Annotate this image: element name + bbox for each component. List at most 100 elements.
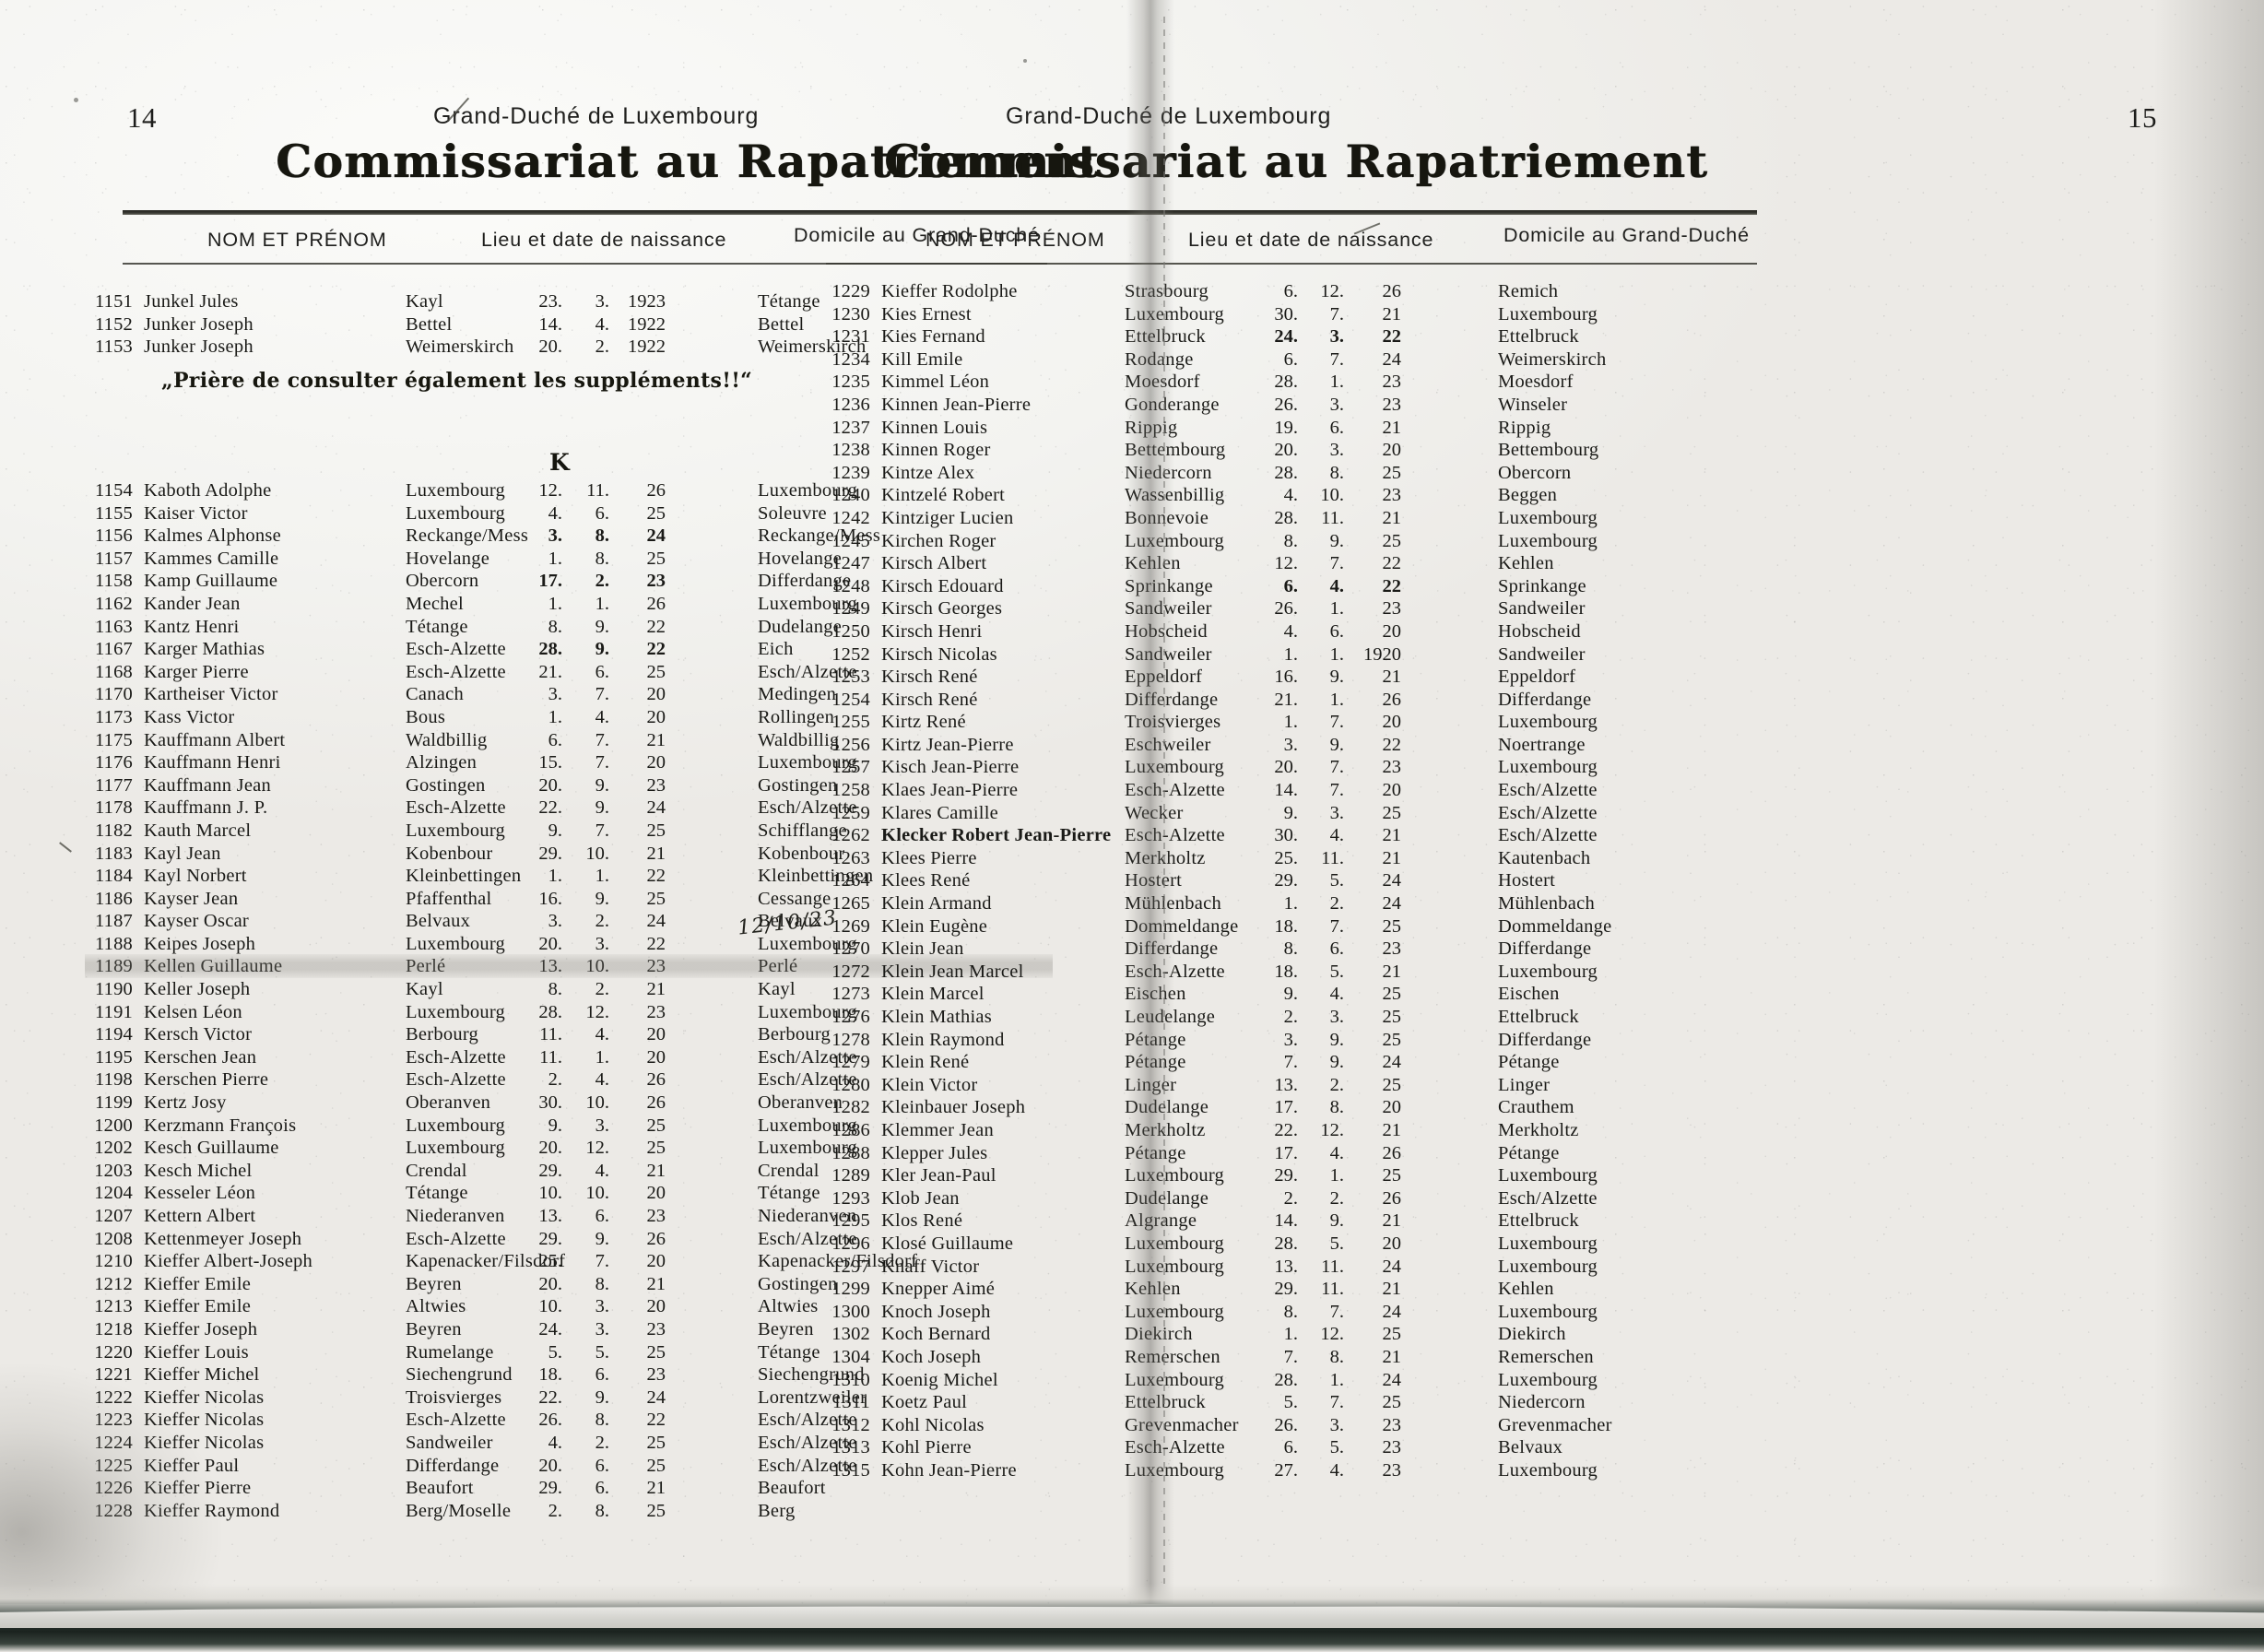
table-row[interactable]: 1230 Kies Ernest Luxembourg 30. 7. 21 Luxembou… [831,304,2264,327]
table-row[interactable]: 1312 Kohl Nicolas Grevenmacher 26. 3. 23 Greve… [831,1415,2264,1438]
table-row[interactable]: 1289 Kler Jean-Paul Luxembourg 29. 1. 25 Luxem… [831,1165,2264,1188]
table-row[interactable]: 1242 Kintziger Lucien Bonnevoie 28. 11. 21 Lux… [831,508,2264,531]
table-row[interactable]: 1183 Kayl Jean Kobenbour 29. 10. 21 Kobenbour [0,844,1143,867]
table-row[interactable]: 1257 Kisch Jean-Pierre Luxembourg 20. 7. 23 Lu… [831,757,2264,780]
table-row[interactable]: 1176 Kauffmann Henri Alzingen 15. 7. 20 Luxemb… [0,752,1143,775]
table-row[interactable]: 1204 Kesseler Léon Tétange 10. 10. 20 Tétange [0,1183,1143,1206]
table-row[interactable]: 1273 Klein Marcel Eischen 9. 4. 25 Eischen [831,984,2264,1007]
table-row[interactable]: 1280 Klein Victor Linger 13. 2. 25 Linger [831,1075,2264,1098]
table-row[interactable]: 1224 Kieffer Nicolas Sandweiler 4. 2. 25 Esch/… [0,1433,1143,1456]
table-row[interactable]: 1258 Klaes Jean-Pierre Esch-Alzette 14. 7. 20… [831,780,2264,803]
table-row[interactable]: 1212 Kieffer Emile Beyren 20. 8. 21 Gostingen [0,1274,1143,1297]
table-row[interactable]: 1247 Kirsch Albert Kehlen 12. 7. 22 Kehlen [831,553,2264,576]
table-row[interactable]: 1231 Kies Fernand Ettelbruck 24. 3. 22 Ettelbr… [831,326,2264,349]
table-row[interactable]: 1168 Karger Pierre Esch-Alzette 21. 6. 25 Esch… [0,662,1143,685]
table-row[interactable]: 1300 Knoch Joseph Luxembourg 8. 7. 24 Luxembou… [831,1302,2264,1325]
table-row[interactable]: 1286 Klemmer Jean Merkholtz 22. 12. 21 Merkhol… [831,1120,2264,1143]
table-row[interactable]: 1249 Kirsch Georges Sandweiler 26. 1. 23 Sandw… [831,598,2264,621]
table-row[interactable]: 1163 Kantz Henri Tétange 8. 9. 22 Dudelange [0,617,1143,640]
table-row[interactable]: 1255 Kirtz René Troisvierges 1. 7. 20 Luxembou… [831,712,2264,735]
table-row[interactable]: 1248 Kirsch Edouard Sprinkange 6. 4. 22 Sprink… [831,576,2264,599]
table-row[interactable]: 1228 Kieffer Raymond Berg/Moselle 2. 8. 25 Ber… [0,1501,1143,1524]
table-row[interactable]: 1229 Kieffer Rodolphe Strasbourg 6. 12. 26 Rem… [831,281,2264,304]
table-row[interactable]: 1263 Klees Pierre Merkholtz 25. 11. 21 Kautenb… [831,848,2264,871]
table-row[interactable]: 1315 Kohn Jean-Pierre Luxembourg 27. 4. 23 Lux… [831,1460,2264,1483]
table-row[interactable]: 1313 Kohl Pierre Esch-Alzette 6. 5. 23 Belvaux [831,1437,2264,1460]
table-row[interactable]: 1278 Klein Raymond Pétange 3. 9. 25 Differdang… [831,1030,2264,1053]
table-row[interactable]: 1207 Kettern Albert Niederanven 13. 6. 23 Nied… [0,1206,1143,1229]
table-row[interactable]: 1293 Klob Jean Dudelange 2. 2. 26 Esch/Alzette [831,1188,2264,1211]
table-row[interactable]: 1213 Kieffer Emile Altwies 10. 3. 20 Altwies [0,1296,1143,1319]
table-row[interactable]: 1191 Kelsen Léon Luxembourg 28. 12. 23 Luxembo… [0,1002,1143,1025]
table-row[interactable]: 1200 Kerzmann François Luxembourg 9. 3. 25 Lux… [0,1115,1143,1139]
table-row[interactable]: 1259 Klares Camille Wecker 9. 3. 25 Esch/Alzet… [831,803,2264,826]
table-row[interactable]: 1302 Koch Bernard Diekirch 1. 12. 25 Diekirch [831,1324,2264,1347]
table-row[interactable]: 1225 Kieffer Paul Differdange 20. 6. 25 Esch/A… [0,1456,1143,1479]
table-row[interactable]: 1177 Kauffmann Jean Gostingen 20. 9. 23 Gostin… [0,775,1143,798]
table-row[interactable]: 1288 Klepper Jules Pétange 17. 4. 26 Pétange [831,1143,2264,1166]
table-row[interactable]: 1245 Kirchen Roger Luxembourg 8. 9. 25 Luxembo… [831,531,2264,554]
table-row[interactable]: 1282 Kleinbauer Joseph Dudelange 17. 8. 20 Cra… [831,1097,2264,1120]
table-row[interactable]: 1170 Kartheiser Victor Canach 3. 7. 20 Medinge… [0,684,1143,707]
table-row[interactable]: 1199 Kertz Josy Oberanven 30. 10. 26 Oberanven [0,1092,1143,1115]
table-row[interactable]: 1295 Klos René Algrange 14. 9. 21 Ettelbruck [831,1210,2264,1233]
table-row[interactable]: 1270 Klein Jean Differdange 8. 6. 23 Differdan… [831,938,2264,962]
table-row[interactable]: 1175 Kauffmann Albert Waldbillig 6. 7. 21 Wald… [0,730,1143,753]
table-row[interactable]: 1220 Kieffer Louis Rumelange 5. 5. 25 Tétange [0,1342,1143,1365]
table-row[interactable]: 1208 Kettenmeyer Joseph Esch-Alzette 29. 9. 2… [0,1229,1143,1252]
table-row[interactable]: 1235 Kimmel Léon Moesdorf 28. 1. 23 Moesdorf [831,372,2264,395]
table-row[interactable]: 1152 Junker Joseph Bettel 14. 4. 1922 Bettel [0,314,1143,337]
table-row[interactable]: 1162 Kander Jean Mechel 1. 1. 26 Luxembourg [0,594,1143,617]
table-row[interactable]: 1210 Kieffer Albert-Joseph Kapenacker/Fils… [0,1251,1143,1274]
table-row[interactable]: 1236 Kinnen Jean-Pierre Gonderange 26. 3. 23 W… [831,395,2264,418]
table-row[interactable]: 1262 Klecker Robert Jean-Pierre Esch-Alzet… [831,825,2264,848]
table-row[interactable]: 1158 Kamp Guillaume Obercorn 17. 2. 23 Differd… [0,571,1143,594]
table-row[interactable]: 1198 Kerschen Pierre Esch-Alzette 2. 4. 26 Esc… [0,1069,1143,1092]
table-row[interactable]: 1226 Kieffer Pierre Beaufort 29. 6. 21 Beaufor… [0,1478,1143,1501]
table-row[interactable]: 1190 Keller Joseph Kayl 8. 2. 21 Kayl [0,979,1143,1002]
table-row[interactable]: 1304 Koch Joseph Remerschen 7. 8. 21 Remersche… [831,1347,2264,1370]
table-row[interactable]: 1253 Kirsch René Eppeldorf 16. 9. 21 Eppeldorf [831,667,2264,690]
table-row[interactable]: 1252 Kirsch Nicolas Sandweiler 1. 1. 1920 Sand… [831,644,2264,667]
table-row[interactable]: 1297 Knaff Victor Luxembourg 13. 11. 24 Luxemb… [831,1257,2264,1280]
table-row[interactable]: 1237 Kinnen Louis Rippig 19. 6. 21 Rippig [831,418,2264,441]
table-row[interactable]: 1173 Kass Victor Bous 1. 4. 20 Rollingen [0,707,1143,730]
table-row[interactable]: 1153 Junker Joseph Weimerskirch 20. 2. 1922 We… [0,336,1143,360]
table-row[interactable]: 1240 Kintzelé Robert Wassenbillig 4. 10. 23 Be… [831,485,2264,508]
table-row[interactable]: 1203 Kesch Michel Crendal 29. 4. 21 Crendal [0,1161,1143,1184]
table-row[interactable]: 1154 Kaboth Adolphe Luxembourg 12. 11. 26 Luxe… [0,480,1143,503]
table-row[interactable]: 1223 Kieffer Nicolas Esch-Alzette 26. 8. 22 Es… [0,1410,1143,1433]
table-row[interactable]: 1238 Kinnen Roger Bettembourg 20. 3. 20 Bettem… [831,440,2264,463]
table-row[interactable]: 1279 Klein René Pétange 7. 9. 24 Pétange [831,1052,2264,1075]
table-row[interactable]: 1218 Kieffer Joseph Beyren 24. 3. 23 Beyren [0,1319,1143,1342]
table-row[interactable]: 1188 Keipes Joseph Luxembourg 20. 3. 22 Luxemb… [0,934,1143,957]
table-row[interactable]: 1272 Klein Jean Marcel Esch-Alzette 18. 5. 21… [831,962,2264,985]
table-row[interactable]: 1256 Kirtz Jean-Pierre Eschweiler 3. 9. 22 Noe… [831,735,2264,758]
table-row[interactable]: 1195 Kerschen Jean Esch-Alzette 11. 1. 20 Esch… [0,1047,1143,1070]
table-row[interactable]: 1184 Kayl Norbert Kleinbettingen 1. 1. 22 Klei… [0,866,1143,889]
table-row[interactable]: 1189 Kellen Guillaume Perlé 13. 10. 23 Perlé [0,956,1143,979]
table-row[interactable]: 1182 Kauth Marcel Luxembourg 9. 7. 25 Schiffla… [0,820,1143,844]
table-row[interactable]: 1167 Karger Mathias Esch-Alzette 28. 9. 22 Eic… [0,639,1143,662]
table-row[interactable]: 1222 Kieffer Nicolas Troisvierges 22. 9. 24 Lo… [0,1387,1143,1410]
table-row[interactable]: 1276 Klein Mathias Leudelange 2. 3. 25 Ettelbr… [831,1007,2264,1030]
table-row[interactable]: 1178 Kauffmann J. P. Esch-Alzette 22. 9. 24 Es… [0,797,1143,820]
table-row[interactable]: 1265 Klein Armand Mühlenbach 1. 2. 24 Mühlenba… [831,893,2264,916]
table-row[interactable]: 1234 Kill Emile Rodange 6. 7. 24 Weimerskirch [831,349,2264,372]
table-row[interactable]: 1186 Kayser Jean Pfaffenthal 16. 9. 25 Cessang… [0,889,1143,912]
table-row[interactable]: 1151 Junkel Jules Kayl 23. 3. 1923 Tétange [0,291,1143,314]
table-row[interactable]: 1250 Kirsch Henri Hobscheid 4. 6. 20 Hobscheid [831,621,2264,644]
table-row[interactable]: 1239 Kintze Alex Niedercorn 28. 8. 25 Obercorn [831,463,2264,486]
table-row[interactable]: 1157 Kammes Camille Hovelange 1. 8. 25 Hovelan… [0,549,1143,572]
table-row[interactable]: 1221 Kieffer Michel Siechengrund 18. 6. 23 Sie… [0,1364,1143,1387]
table-row[interactable]: 1310 Koenig Michel Luxembourg 28. 1. 24 Luxemb… [831,1370,2264,1393]
table-row[interactable]: 1299 Knepper Aimé Kehlen 29. 11. 21 Kehlen [831,1279,2264,1302]
table-row[interactable]: 1269 Klein Eugène Dommeldange 18. 7. 25 Dommel… [831,916,2264,939]
table-row[interactable]: 1254 Kirsch René Differdange 21. 1. 26 Differd… [831,690,2264,713]
table-row[interactable]: 1264 Klees René Hostert 29. 5. 24 Hostert [831,870,2264,893]
table-row[interactable]: 1187 Kayser Oscar Belvaux 3. 2. 24 Belvaux [0,911,1143,934]
table-row[interactable]: 1202 Kesch Guillaume Luxembourg 20. 12. 25 Lux… [0,1138,1143,1161]
table-row[interactable]: 1311 Koetz Paul Ettelbruck 5. 7. 25 Niedercorn [832,1392,2264,1415]
table-row[interactable]: 1194 Kersch Victor Berbourg 11. 4. 20 Berbourg [0,1024,1143,1047]
table-row[interactable]: 1156 Kalmes Alphonse Reckange/Mess 3. 8. 24 Re… [0,525,1143,549]
